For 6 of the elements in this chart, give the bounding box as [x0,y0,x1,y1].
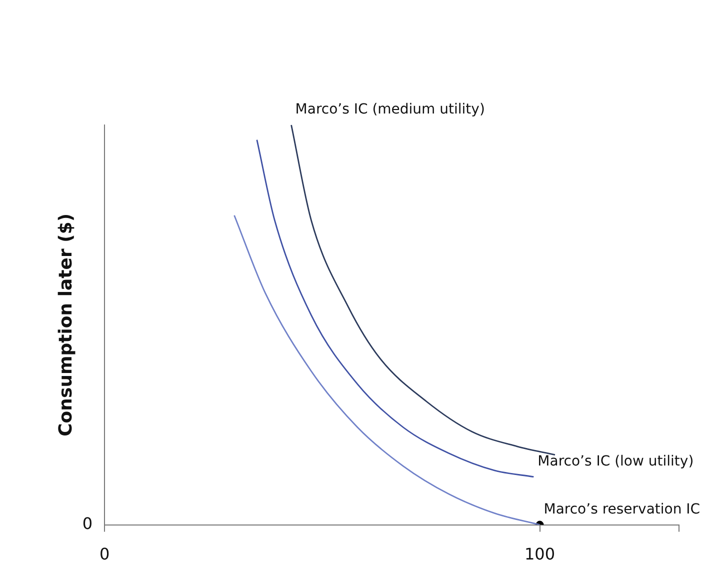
y-axis-title: Consumption later ($) [55,213,76,436]
annotation: Marco’s reservation IC [544,501,700,518]
text: 0 [82,514,93,533]
annotation: Marco’s IC (low utility) [538,453,694,470]
annotation: Marco’s IC (medium utility) [295,102,485,118]
x-tick-label: 100 [524,544,556,564]
